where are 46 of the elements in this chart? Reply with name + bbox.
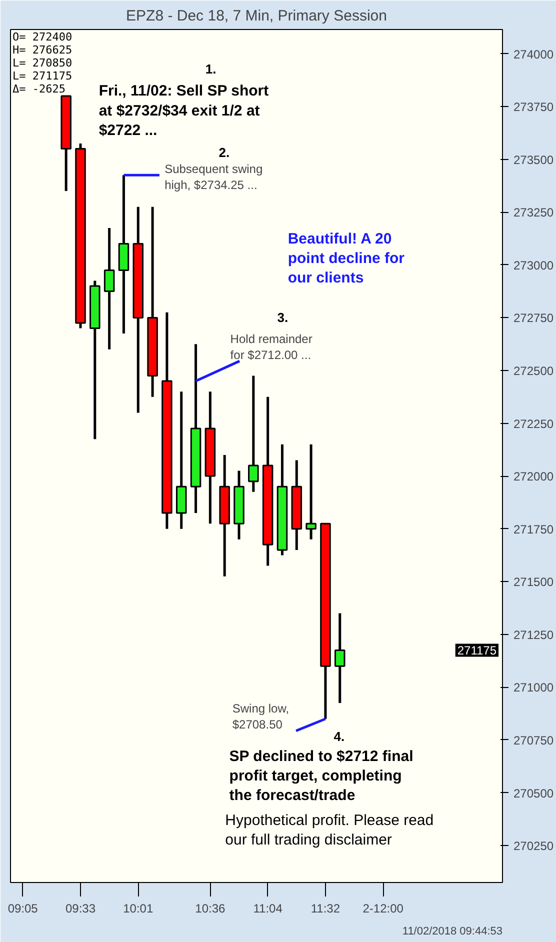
x-tick-label: 11:04 — [253, 902, 283, 916]
x-tick-label: 2-12:00 — [362, 902, 404, 916]
candlestick — [334, 612, 346, 704]
annotation: Fri., 11/02: Sell SP short at $2732/$34 exit 1/2 at $2722 ... — [98, 82, 269, 139]
annotation: H= 276625 — [12, 44, 72, 57]
annotation: Swing low, $2708.50 — [232, 702, 290, 732]
candlestick — [306, 443, 316, 541]
y-tick-label: 271750 — [514, 522, 554, 536]
annotation: L= 270850 — [12, 56, 72, 70]
x-tick-label: 10:01 — [123, 902, 154, 916]
chart-title: EPZ8 - Dec 18, 7 Min, Primary Session — [126, 8, 387, 24]
annotation: 2. — [218, 145, 230, 160]
y-tick-label: 271250 — [514, 628, 554, 642]
text: 11/02/2018 09:44:53 — [402, 926, 503, 938]
y-tick-label: 272500 — [514, 364, 554, 378]
y-tick-label: 273250 — [514, 206, 554, 220]
y-tick-label: 270500 — [514, 786, 554, 800]
y-tick-label: 273500 — [514, 152, 554, 167]
annotation: Subsequent swing high, $2734.25 ... — [164, 162, 263, 192]
y-tick-label: 272250 — [514, 416, 554, 431]
y-tick-label: 270750 — [514, 733, 554, 748]
annotation: SP declined to $2712 final profit target, completing the forecast/trade — [229, 748, 414, 804]
annotation: Beautiful! A 20 point decline for our clients — [288, 230, 405, 287]
annotation: Hypothetical profit. Please read our full trading disclaimer — [225, 812, 434, 849]
y-tick-label: 271000 — [514, 680, 554, 695]
annotation: 3. — [277, 310, 288, 325]
candlestick — [104, 226, 115, 351]
y-tick-label: 272000 — [514, 470, 554, 484]
candlestick — [248, 374, 259, 494]
annotation: 1. — [205, 62, 216, 77]
y-tick-label: 273750 — [514, 100, 554, 114]
annotation: Hold remainder for $2712.00 ... — [230, 332, 312, 362]
x-tick-label: 10:36 — [195, 902, 226, 916]
y-tick-label: 274000 — [514, 47, 554, 62]
annotation: O= 272400 — [12, 30, 72, 44]
x-tick-label: 11:32 — [310, 902, 340, 916]
y-tick-label: 273000 — [514, 258, 554, 272]
annotation: Δ= -2625 — [12, 82, 66, 96]
y-tick-label: 270250 — [514, 839, 554, 854]
x-tick-label: 09:05 — [8, 902, 38, 916]
annotation: 4. — [334, 728, 345, 744]
y-tick-label: 271500 — [514, 575, 554, 590]
annotation: L= 271175 — [12, 70, 72, 83]
y-tick-label: 272750 — [514, 311, 554, 326]
annotation: 271175 — [457, 644, 497, 658]
x-tick-label: 09:33 — [65, 902, 96, 916]
